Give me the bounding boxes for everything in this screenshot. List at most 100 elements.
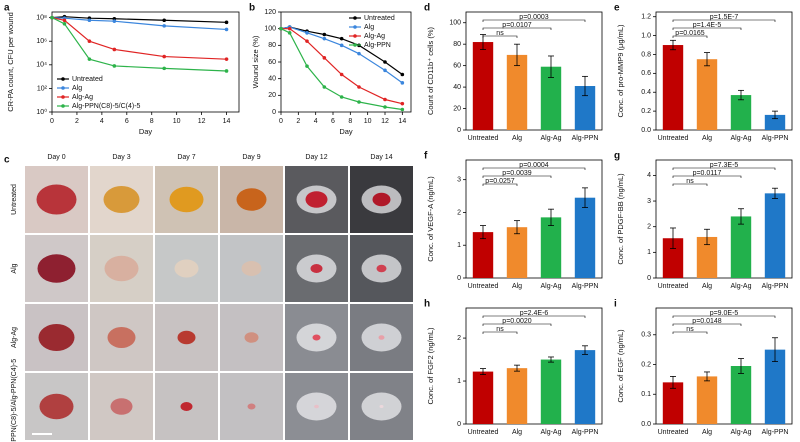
x-tick-label: 10 [173,118,181,125]
significance-label: ns [686,178,694,185]
legend-label: Alg-Ag [364,33,385,40]
point [112,64,117,68]
y-tick-label: 0 [457,127,461,134]
wound [104,255,139,282]
bar [662,238,684,278]
point [339,43,344,48]
chart-panel: d 0 20 40 60 80 100 Count of CD11b⁺ cells (%) Un… [424,3,603,142]
point [305,31,309,35]
x-tick-label: Alg-Ag [730,429,751,436]
plot-frame [280,11,412,113]
point [383,97,387,102]
y-tick-label: 0.0 [641,421,651,428]
y-tick-label: 2 [647,224,651,231]
significance-bracket [482,175,552,178]
point [162,24,166,28]
significance-label: p=1.5E-7 [710,14,739,21]
bar [574,197,596,278]
x-tick-label: Alg-Ag [540,283,561,290]
point [62,21,67,26]
x-tick-label: 0 [279,118,283,125]
point [287,26,292,31]
bar [662,382,684,424]
point [383,105,387,109]
x-tick-label: Alg-PPN [572,429,599,436]
x-tick-label: Alg [512,135,522,142]
x-tick-label: Alg [512,429,522,436]
significance-label: ns [496,326,504,333]
y-tick-label: 20 [453,105,461,112]
point [305,64,309,68]
point [322,36,327,41]
point [400,101,405,106]
series-line [51,17,227,60]
y-tick-label: 1 [457,378,461,385]
x-tick-label: 10 [364,118,372,125]
point [50,15,54,20]
wound [244,332,259,343]
y-tick-label: 100 [264,26,276,33]
significance-bracket [672,331,708,334]
wound [236,188,267,211]
plot-frame [465,159,603,279]
y-tick-label: 1 [457,242,461,249]
point [322,32,327,37]
point [87,57,92,61]
y-tick-label: 0.0 [641,127,651,134]
x-tick-label: 2 [75,118,79,125]
series-line [281,28,403,105]
legend-marker [353,34,357,38]
x-tick-label: Alg-Ag [540,429,561,436]
significance-bracket [672,27,742,30]
y-tick-label: 1.0 [641,32,651,39]
x-tick-label: Alg-Ag [540,135,561,142]
y-tick-label: 3 [457,177,461,184]
series-line [51,16,227,23]
x-tick-label: Untreated [468,283,499,290]
point [383,68,387,73]
photo-grid: c Day 0 Day 3 Day 7 Day 9 Day 12 Day 14 Untrea… [4,154,413,442]
significance-label: p=0.0004 [519,162,548,169]
y-tick-label: 4 [647,172,651,179]
bar [574,350,596,424]
x-tick-label: Alg-Ag [730,283,751,290]
significance-bracket [482,331,518,334]
bar [696,59,718,131]
wound [180,402,193,411]
x-tick-label: Alg [702,135,712,142]
x-tick-label: 14 [223,118,231,125]
significance-label: p=0.0003 [519,14,548,21]
legend-label: Alg-Ag [72,94,93,101]
y-tick-label: 60 [268,59,276,66]
x-tick-label: Untreated [468,429,499,436]
bar [696,376,718,424]
chart-panel: b 0 20 40 60 80 100 120 Wound size (%) 0 2 4 6 8 10 12 1… [249,3,412,136]
bar [730,366,752,424]
chart-panel: h 0 1 2 Conc. of FGF2 (ng/mL) Untreated Alg Alg… [424,299,603,436]
significance-bracket [482,323,552,326]
column-label: Day 14 [370,154,392,161]
significance-bracket [672,35,708,38]
significance-label: p=2.4E-6 [520,310,549,317]
series-line [280,26,403,84]
bar [662,45,684,130]
significance-label: p=9.0E-5 [710,310,739,317]
bar [472,371,494,424]
column-label: Day 0 [47,154,65,161]
bar [696,236,718,278]
significance-bracket [482,315,586,318]
y-tick-label: 0 [647,275,651,282]
panel-letter: i [614,299,617,310]
legend-marker [353,43,357,47]
chart-panel: f 0 1 2 3 Conc. of VEGF-A (ng/mL) Untreated Alg… [424,151,603,290]
y-tick-label: 60 [453,62,461,69]
y-axis-label: Wound size (%) [251,35,260,88]
panel-letter: a [4,3,10,14]
point [305,39,309,43]
x-tick-label: 8 [150,118,154,125]
y-tick-label: 0.8 [641,51,651,58]
y-tick-label: 2 [457,209,461,216]
y-tick-label: 0.1 [641,391,651,398]
legend-label: Alg [364,24,374,31]
significance-bracket [482,167,586,170]
